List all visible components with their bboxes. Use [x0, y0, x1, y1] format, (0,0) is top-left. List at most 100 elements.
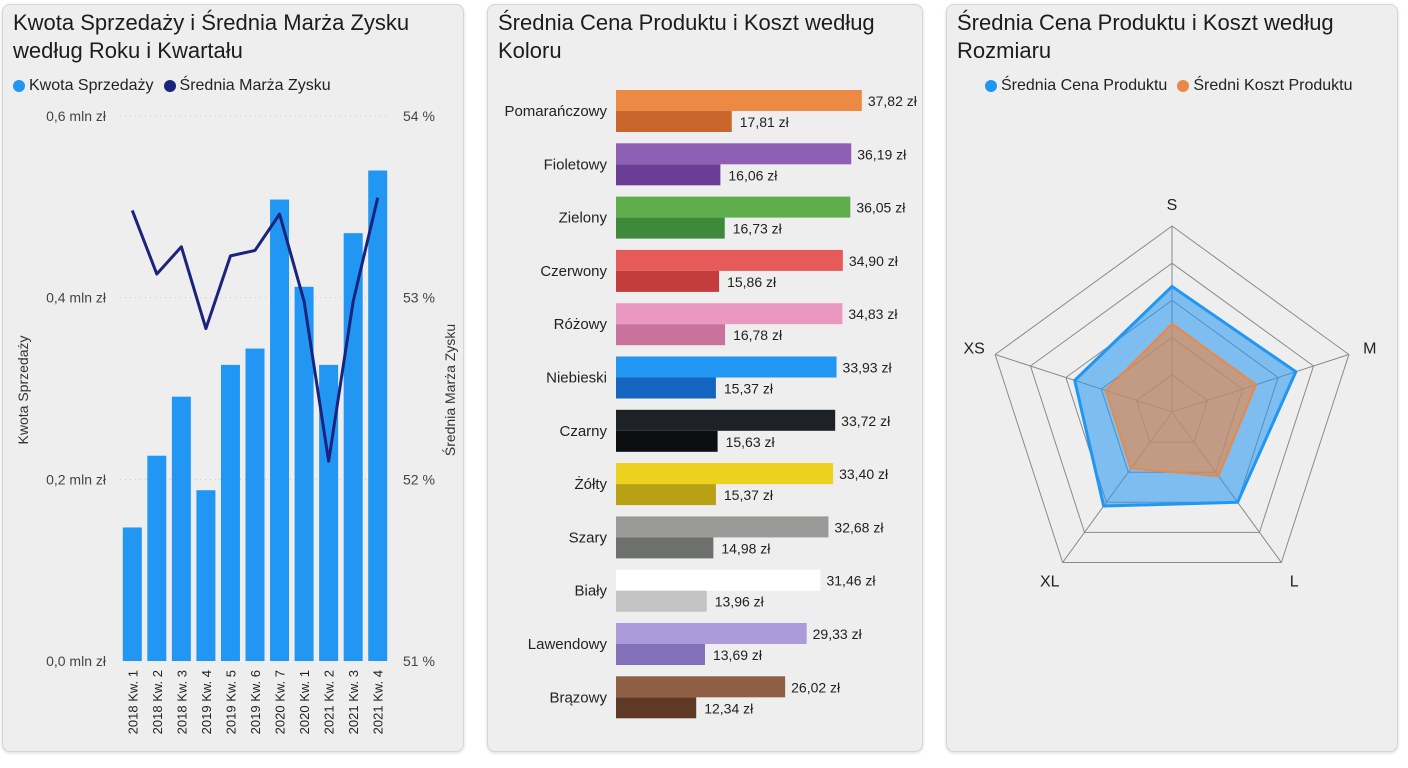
price-bar — [616, 303, 843, 325]
y-tick-label: 0,6 mln zł — [46, 108, 107, 124]
price-label: 36,19 zł — [857, 146, 907, 162]
sales-bar — [294, 286, 314, 661]
category-label: Zielony — [559, 210, 608, 227]
price-label: 32,68 zł — [834, 519, 884, 535]
cost-bar — [616, 377, 716, 399]
x-tick-label: 2018 Kw. 2 — [150, 670, 165, 734]
price-label: 34,83 zł — [848, 306, 898, 322]
x-tick-label: 2021 Kw. 2 — [322, 670, 337, 734]
category-label: Różowy — [554, 316, 608, 333]
title-line-2: Rozmiaru — [957, 38, 1052, 63]
legend-dot — [13, 80, 25, 92]
cost-bar — [616, 537, 714, 559]
price-bar — [616, 143, 852, 165]
cost-bar — [616, 324, 726, 346]
y2-tick-label: 51 % — [403, 653, 435, 669]
cost-bar — [616, 111, 732, 132]
price-bar — [616, 196, 851, 218]
x-tick-label: 2018 Kw. 3 — [174, 670, 189, 734]
price-bar — [616, 249, 843, 271]
category-label: Czerwony — [540, 263, 607, 280]
sales-bar — [368, 170, 388, 661]
category-label: Pomarańczowy — [504, 103, 607, 120]
category-label: Fioletowy — [544, 156, 608, 173]
sales-bar — [245, 348, 265, 661]
legend-dot — [163, 80, 176, 92]
sales-bar — [122, 527, 142, 661]
cost-label: 17,81 zł — [740, 114, 790, 130]
legend-item-margin[interactable]: Średnia Marża Zysku — [163, 77, 331, 95]
price-bar — [616, 90, 862, 111]
cost-label: 15,63 zł — [726, 434, 776, 450]
sales-margin-chart-title: Kwota Sprzedaży i Średnia Marża Zysku we… — [13, 9, 409, 65]
sales-bar — [270, 199, 290, 662]
price-label: 33,72 zł — [841, 413, 891, 429]
x-tick-label: 2019 Kw. 4 — [199, 670, 214, 734]
price-bar — [616, 409, 836, 431]
price-bar — [616, 569, 821, 591]
category-label: Szary — [569, 529, 608, 546]
cost-bar — [616, 484, 716, 506]
price-label: 36,05 zł — [856, 200, 906, 216]
cost-label: 16,78 zł — [733, 327, 783, 343]
price-bar — [616, 356, 837, 378]
category-label: Brązowy — [549, 689, 607, 706]
radar-axis-label: L — [1290, 573, 1299, 590]
price-bar — [616, 676, 786, 698]
radar-axis-label: XL — [1040, 573, 1060, 590]
x-tick-label: 2020 Kw. 7 — [273, 670, 288, 734]
cost-label: 16,06 zł — [728, 167, 778, 183]
sales-margin-plot: 0,0 mln zł 0,2 mln zł 0,4 mln zł 0,6 mln zł… — [15, 108, 458, 734]
legend-item-cost[interactable]: Średni Koszt Produktu — [1177, 77, 1353, 95]
legend-item-price[interactable]: Średnia Cena Produktu — [985, 77, 1167, 95]
price-label: 31,46 zł — [826, 573, 876, 589]
price-label: 33,93 zł — [843, 360, 893, 376]
legend-label: Średni Koszt Produktu — [1193, 77, 1353, 94]
y2-tick-label: 53 % — [403, 290, 435, 306]
radar-axis-label: S — [1167, 197, 1178, 214]
sales-bar — [220, 364, 240, 661]
price-label: 34,90 zł — [849, 253, 899, 269]
y-axis-title: Kwota Sprzedaży — [15, 336, 31, 445]
category-label: Niebieski — [546, 370, 607, 387]
cost-label: 15,37 zł — [724, 487, 774, 503]
legend-label: Średnia Cena Produktu — [1001, 77, 1168, 94]
sales-margin-legend: Kwota Sprzedaży Średnia Marża Zysku — [13, 77, 331, 95]
x-tick-label: 2020 Kw. 1 — [297, 670, 312, 734]
color-price-chart-title: Średnia Cena Produktu i Koszt według Kol… — [498, 9, 875, 65]
x-tick-label: 2018 Kw. 1 — [125, 670, 140, 734]
color-price-chart-card: Średnia Cena Produktu i Koszt według Kol… — [487, 4, 923, 752]
category-label: Biały — [574, 583, 607, 600]
legend-dot — [985, 80, 997, 92]
size-price-chart-card: Średnia Cena Produktu i Koszt według Roz… — [946, 4, 1398, 752]
size-price-legend: Średnia Cena Produktu Średni Koszt Produ… — [985, 77, 1353, 95]
radar-grid-ring — [994, 225, 1350, 563]
category-label: Lawendowy — [528, 636, 608, 653]
x-tick-label: 2021 Kw. 3 — [346, 670, 361, 734]
size-price-plot: S M L XL XS — [964, 197, 1377, 590]
category-label: Żółty — [574, 475, 607, 493]
title-line-2: Koloru — [498, 38, 562, 63]
title-line-2: według Roku i Kwartału — [13, 38, 243, 63]
legend-item-sales[interactable]: Kwota Sprzedaży — [13, 77, 154, 95]
sales-margin-chart-card: Kwota Sprzedaży i Średnia Marża Zysku we… — [2, 4, 464, 752]
price-bar — [616, 463, 834, 485]
cost-label: 15,86 zł — [727, 274, 777, 290]
y-tick-label: 0,4 mln zł — [46, 290, 107, 306]
x-tick-label: 2019 Kw. 6 — [248, 670, 263, 734]
cost-label: 12,34 zł — [704, 700, 754, 716]
price-label: 37,82 zł — [868, 93, 918, 109]
cost-bar — [616, 644, 705, 665]
cost-label: 13,69 zł — [713, 647, 763, 663]
cost-label: 14,98 zł — [721, 540, 771, 556]
legend-dot — [1177, 80, 1190, 92]
margin-line — [130, 197, 380, 463]
sales-bar — [171, 396, 191, 661]
radar-axis-label: XS — [964, 341, 985, 358]
y2-tick-label: 54 % — [403, 108, 435, 124]
y2-axis-title: Średnia Marża Zysku — [441, 324, 458, 456]
cost-label: 15,37 zł — [724, 381, 774, 397]
color-price-plot: Pomarańczowy 37,82 zł 17,81 zł Fioletowy 36,… — [504, 90, 918, 719]
price-label: 29,33 zł — [813, 626, 863, 642]
size-price-chart-title: Średnia Cena Produktu i Koszt według Roz… — [957, 9, 1334, 65]
